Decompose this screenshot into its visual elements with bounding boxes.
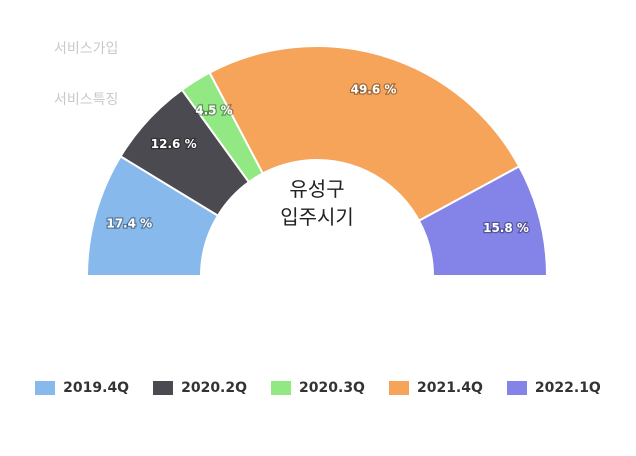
legend-swatch (506, 381, 527, 395)
legend-item-2022.1Q[interactable]: 2022.1Q (506, 380, 601, 396)
legend-item-2021.4Q[interactable]: 2021.4Q (388, 380, 483, 396)
slice-2022.1Q[interactable] (417, 165, 549, 277)
slice-2021.4Q[interactable] (208, 45, 521, 223)
legend-item-2020.3Q[interactable]: 2020.3Q (271, 380, 365, 396)
data-label-2020.3Q: 4.5 % (195, 103, 232, 117)
legend-label: 2022.1Q (534, 380, 601, 396)
center-label-line-2: 입주시기 (280, 205, 354, 229)
data-label-2020.2Q: 12.6 % (151, 137, 197, 151)
center-label-line-1: 유성구 (289, 177, 344, 201)
background-link-subscribe[interactable]: 서비스가입 (54, 41, 119, 57)
legend-swatch (388, 381, 409, 395)
legend-label: 2020.2Q (181, 380, 248, 396)
legend-item-2019.4Q[interactable]: 2019.4Q (35, 380, 129, 396)
legend-swatch (153, 381, 174, 395)
data-label-2021.4Q: 49.6 % (351, 82, 397, 96)
legend-label: 2019.4Q (63, 380, 130, 396)
legend-item-2020.2Q[interactable]: 2020.2Q (153, 380, 247, 396)
semicircle-donut-chart: 17.4 % 12.6 % 4.5 % 49.6 % 15.8 % 유성구 입주시기 (85, 45, 549, 277)
legend-swatch (35, 381, 56, 395)
data-label-2019.4Q: 17.4 % (106, 216, 152, 230)
legend-swatch (271, 381, 292, 395)
chart-legend: 2019.4Q 2020.2Q 2020.3Q 2021.4Q 2022.1Q (0, 380, 636, 396)
legend-label: 2020.3Q (299, 380, 365, 396)
legend-label: 2021.4Q (416, 380, 483, 396)
background-link-features[interactable]: 서비스특징 (54, 92, 119, 108)
data-label-2022.1Q: 15.8 % (483, 221, 529, 235)
